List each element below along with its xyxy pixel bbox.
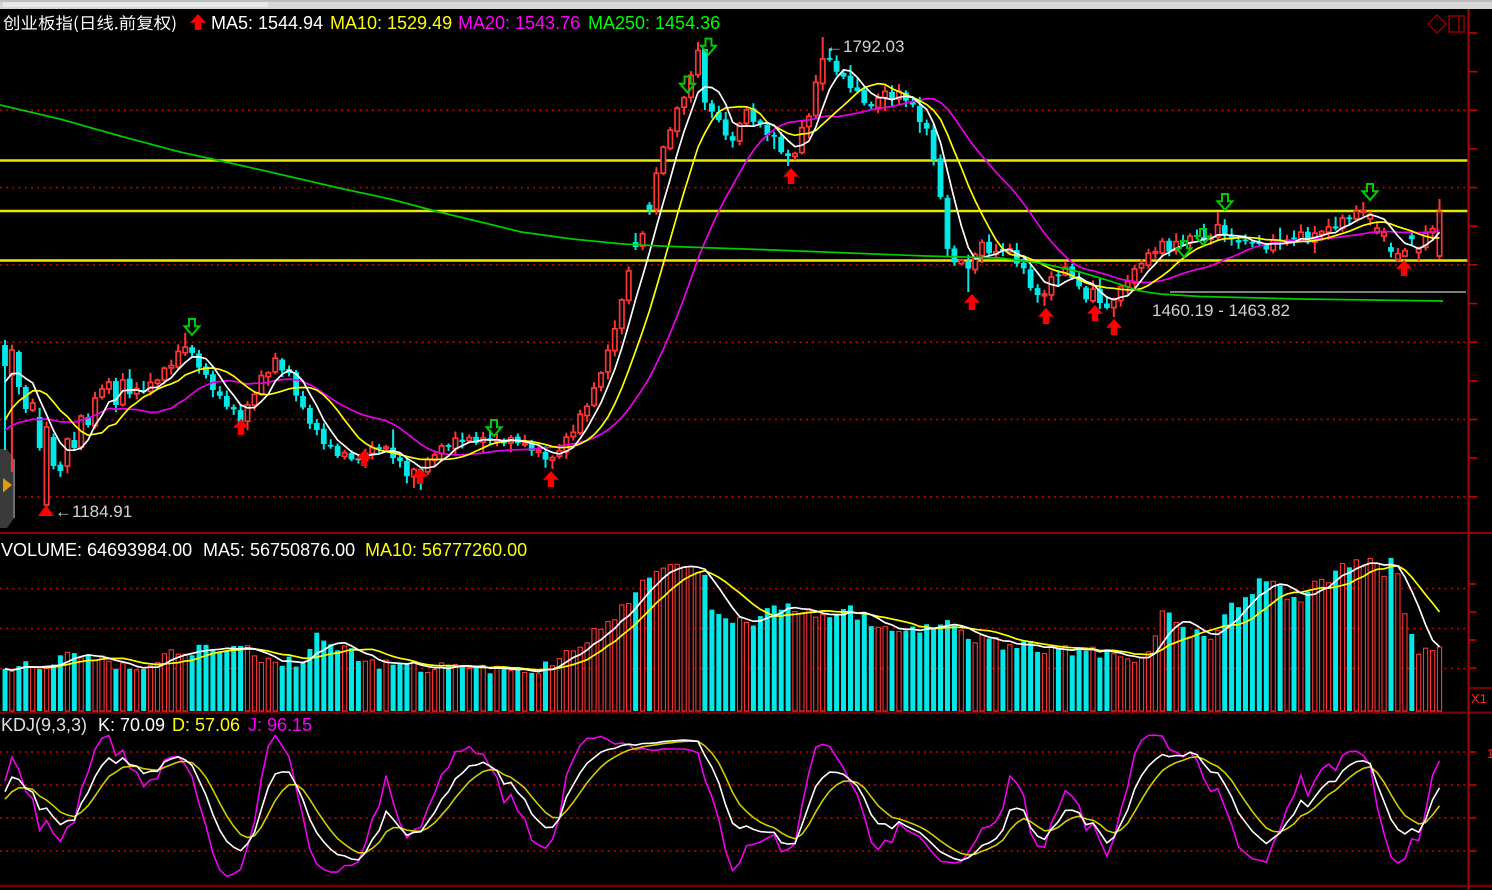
svg-text:MA10: 1529.49: MA10: 1529.49 [330,13,452,33]
svg-text:J: 96.15: J: 96.15 [248,715,312,735]
svg-text:MA5: 56750876.00: MA5: 56750876.00 [203,540,355,560]
svg-text:VOLUME: 64693984.00: VOLUME: 64693984.00 [1,540,192,560]
svg-text:MA250: 1454.36: MA250: 1454.36 [588,13,720,33]
svg-text:←1792.03: ←1792.03 [826,37,904,56]
svg-text:MA5: 1544.94: MA5: 1544.94 [211,13,323,33]
svg-text:K: 70.09: K: 70.09 [98,715,165,735]
svg-text:MA10: 56777260.00: MA10: 56777260.00 [365,540,527,560]
svg-text:KDJ(9,3,3): KDJ(9,3,3) [1,715,87,735]
svg-text:D: 57.06: D: 57.06 [172,715,240,735]
svg-text:1460.19 - 1463.82: 1460.19 - 1463.82 [1152,301,1290,320]
svg-text:←1184.91: ←1184.91 [55,502,132,521]
svg-text:MA20: 1543.76: MA20: 1543.76 [458,13,580,33]
svg-text:X1: X1 [1471,691,1487,706]
svg-text:1: 1 [1487,746,1492,761]
